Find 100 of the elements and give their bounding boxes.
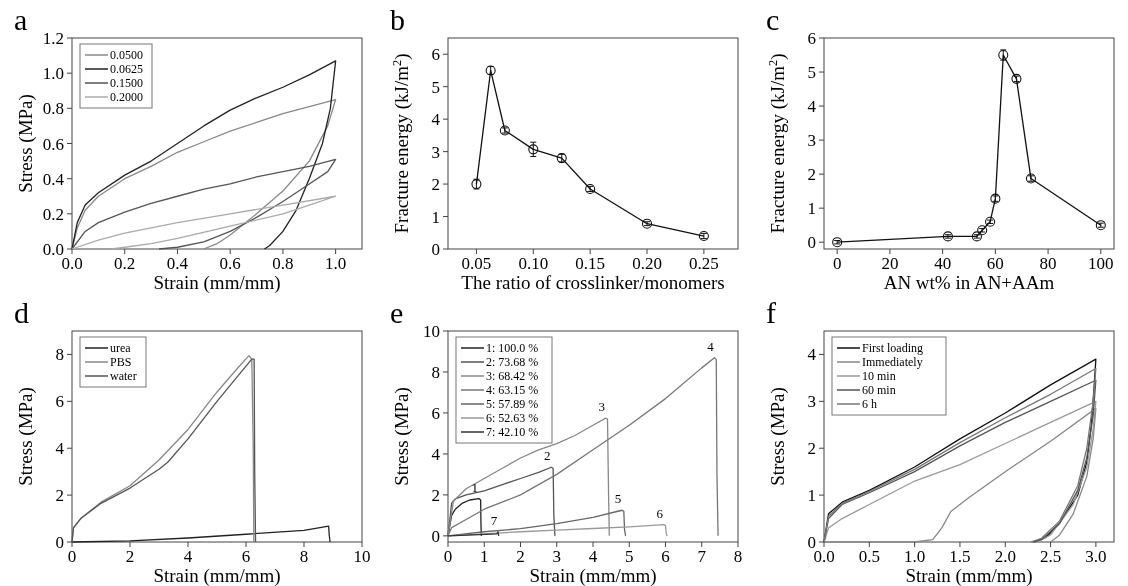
chart-title: a [14,3,28,36]
x-tick-label: 0 [832,254,842,273]
y-axis-title: Stress (MPa) [767,387,789,486]
y-tick-label: 3 [807,392,816,412]
y-tick-label: 4 [431,110,441,130]
y-tick-label: 0 [807,533,816,552]
legend-label: 0.0625 [110,62,143,76]
y-axis-title: Stress (MPa) [15,387,37,486]
y-tick-label: 0.4 [42,169,65,189]
x-tick-label: 0.15 [575,254,606,273]
y-tick-label: 0 [55,533,64,552]
x-tick-label: 5 [625,547,634,566]
x-axis-title: Strain (mm/mm) [529,565,657,586]
y-tick-label: 3 [807,131,816,151]
x-tick-label: 0.8 [272,254,294,273]
y-axis-title: Stress (MPa) [391,387,413,486]
x-tick-label: 1.0 [904,547,926,566]
x-tick-label: 2.0 [994,547,1016,566]
x-tick-label: 1.5 [949,547,971,566]
annotation: 2 [544,448,551,464]
y-tick-label: 10 [423,322,440,341]
chart-title: c [766,3,780,36]
y-tick-label: 2 [807,439,816,459]
annotation: 4 [707,338,715,354]
annotation: 1 [471,479,479,495]
x-tick-label: 20 [881,254,899,273]
x-tick-label: 1 [480,547,489,566]
legend-label: 7: 42.10 % [486,425,539,439]
x-tick-label: 0.05 [461,254,492,273]
x-axis-title: Strain (mm/mm) [905,565,1033,586]
y-tick-label: 0.8 [42,99,64,119]
y-tick-label: 1 [431,207,440,227]
y-tick-label: 8 [55,345,64,365]
legend-label: 0.0500 [110,48,143,62]
x-tick-label: 2 [516,547,525,566]
y-tick-label: 0.2 [42,204,64,224]
x-tick-label: 0.20 [632,254,662,273]
x-tick-label: 8 [299,547,309,566]
y-tick-label: 0.0 [42,240,64,259]
legend-label: 10 min [862,369,896,383]
legend-label: Immediately [862,355,923,369]
x-tick-label: 40 [934,254,952,273]
y-tick-label: 6 [807,29,816,48]
y-tick-label: 4 [807,345,817,365]
x-tick-label: 2.5 [1039,547,1062,566]
y-axis-title: Stress (MPa) [15,94,37,193]
annotation: 6 [656,505,664,521]
chart-title: f [766,296,776,329]
legend-label: 5: 57.89 % [486,397,539,411]
y-tick-label: 6 [431,403,440,423]
y-tick-label: 0 [431,526,440,546]
x-tick-label: 0.6 [219,254,241,273]
legend-label: 0.1500 [110,76,143,90]
x-tick-label: 3.0 [1085,547,1107,566]
y-tick-label: 4 [431,444,441,464]
x-tick-label: 80 [1039,254,1057,273]
legend-label: 2: 73.68 % [486,355,539,369]
y-tick-label: 1 [807,199,816,219]
y-tick-label: 0 [431,240,440,259]
x-tick-label: 1.0 [325,254,347,273]
x-tick-label: 6 [661,547,670,566]
y-tick-label: 1.2 [42,29,64,48]
legend-label: urea [110,341,132,355]
legend-label: water [110,369,137,383]
x-tick-label: 0 [443,547,453,566]
x-tick-label: 60 [986,254,1004,273]
y-tick-label: 1.0 [42,64,64,84]
x-axis-title: AN wt% in AN+AAm [883,272,1055,293]
x-tick-label: 0.4 [166,254,189,273]
legend-label: PBS [110,355,132,369]
x-tick-label: 2 [125,547,135,566]
y-tick-label: 2 [807,165,816,185]
x-tick-label: 7 [697,547,707,566]
y-tick-label: 2 [55,486,64,506]
annotation: 5 [614,491,622,507]
x-axis-title: The ratio of crosslinker/monomers [461,272,725,293]
y-tick-label: 4 [807,97,817,117]
legend-label: 60 min [862,383,896,397]
x-tick-label: 0.25 [689,254,719,273]
legend-label: First loading [862,341,924,355]
y-tick-label: 6 [55,392,64,412]
x-tick-label: 10 [353,547,371,566]
x-axis-title: Strain (mm/mm) [153,565,281,586]
annotation: 3 [598,399,605,415]
y-tick-label: 2 [431,175,440,195]
x-tick-label: 4 [183,547,193,566]
x-tick-label: 0.10 [518,254,549,273]
x-tick-label: 6 [241,547,251,566]
y-tick-label: 5 [807,63,816,83]
legend-label: 4: 63.15 % [486,383,539,397]
chart-title: d [14,296,29,329]
y-tick-label: 4 [55,439,65,459]
legend-label: 0.2000 [110,90,143,104]
y-tick-label: 5 [431,77,440,97]
legend-label: 3: 68.42 % [486,369,539,383]
x-tick-label: 0.2 [114,254,136,273]
chart-title: b [390,3,405,36]
legend-label: 6 h [862,397,877,411]
x-tick-label: 3 [552,547,561,566]
y-tick-label: 3 [431,142,440,162]
